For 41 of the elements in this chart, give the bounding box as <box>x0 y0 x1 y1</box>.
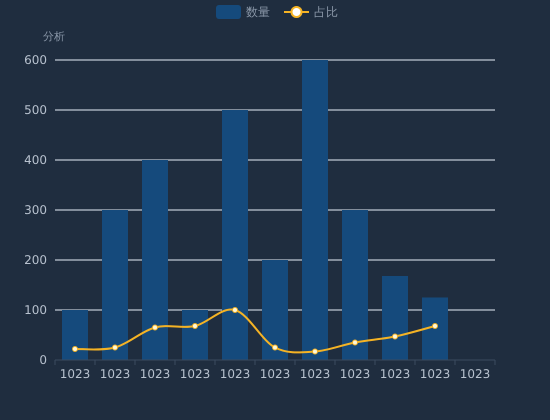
bar <box>142 160 168 360</box>
x-tick-label: 1023 <box>300 367 330 381</box>
x-tick-label: 1023 <box>60 367 90 381</box>
point <box>112 344 118 350</box>
legend-label: 数量 <box>246 5 270 19</box>
x-tick-label: 1023 <box>380 367 410 381</box>
point <box>72 346 78 352</box>
x-tick-label: 1023 <box>180 367 210 381</box>
bar <box>222 110 248 360</box>
bar <box>382 276 408 360</box>
point <box>152 324 158 330</box>
y-tick-label: 300 <box>24 203 47 217</box>
point <box>392 334 398 340</box>
point <box>352 340 358 346</box>
bar <box>262 260 288 360</box>
y-tick-label: 400 <box>24 153 47 167</box>
bar <box>62 310 88 360</box>
x-tick-label: 1023 <box>340 367 370 381</box>
point <box>432 323 438 329</box>
y-axis-title: 分析 <box>43 30 65 43</box>
bar <box>422 298 448 360</box>
bar <box>182 310 208 360</box>
y-tick-label: 100 <box>24 303 47 317</box>
x-tick-label: 1023 <box>260 367 290 381</box>
point <box>192 323 198 329</box>
x-tick-label: 1023 <box>220 367 250 381</box>
point <box>272 344 278 350</box>
bar <box>302 60 328 360</box>
y-tick-label: 600 <box>24 53 47 67</box>
x-tick-label: 1023 <box>460 367 490 381</box>
point <box>312 348 318 354</box>
x-tick-label: 1023 <box>140 367 170 381</box>
point <box>232 307 238 313</box>
bar <box>102 210 128 360</box>
bar <box>342 210 368 360</box>
y-tick-label: 500 <box>24 103 47 117</box>
y-tick-label: 0 <box>39 353 47 367</box>
legend-label: 占比 <box>314 5 338 19</box>
y-tick-label: 200 <box>24 253 47 267</box>
x-tick-label: 1023 <box>100 367 130 381</box>
x-tick-label: 1023 <box>420 367 450 381</box>
